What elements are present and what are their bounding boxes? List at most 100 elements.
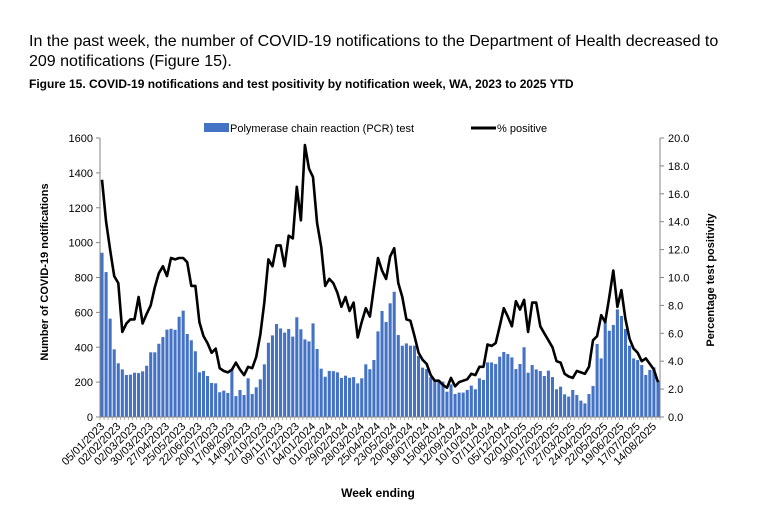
bar <box>628 345 632 417</box>
y-tick-label: 800 <box>75 273 93 285</box>
bar <box>157 343 161 417</box>
bar <box>522 347 526 417</box>
bar <box>177 316 181 417</box>
bar <box>153 352 157 417</box>
bar <box>189 340 193 417</box>
y-tick-label: 1600 <box>69 133 93 145</box>
bar <box>197 372 201 417</box>
y2-tick-label: 10.0 <box>668 273 689 285</box>
y-tick-label: 400 <box>75 342 93 354</box>
bar <box>421 367 425 417</box>
bar <box>254 387 258 417</box>
bar <box>437 380 441 417</box>
bar <box>137 373 141 417</box>
bar <box>279 328 283 417</box>
y2-tick-label: 8.0 <box>668 300 683 312</box>
bar <box>364 364 368 417</box>
y2-tick-label: 6.0 <box>668 328 683 340</box>
bar <box>591 385 595 417</box>
bar <box>481 380 486 417</box>
bar <box>210 382 214 417</box>
bar <box>205 376 210 417</box>
bar <box>567 396 571 417</box>
bar <box>469 385 473 417</box>
bar <box>656 380 660 417</box>
y-tick-label: 200 <box>75 377 93 389</box>
y2-tick-label: 18.0 <box>668 161 689 173</box>
line-series <box>100 143 660 390</box>
bar <box>554 389 559 417</box>
bar <box>640 365 644 417</box>
bar <box>461 392 465 417</box>
bar <box>331 371 335 417</box>
y-tick-label: 0 <box>87 412 93 424</box>
bar <box>218 392 222 417</box>
bar <box>534 369 538 417</box>
bar <box>388 303 392 417</box>
bar <box>623 328 628 417</box>
bar <box>242 395 246 417</box>
bar <box>323 376 327 417</box>
bar <box>498 356 502 417</box>
bar <box>291 336 295 417</box>
legend: Polymerase chain reaction (PCR) test % p… <box>204 123 547 135</box>
x-axis-title: Week ending <box>341 486 415 500</box>
bar <box>607 330 611 417</box>
bar <box>274 324 279 417</box>
bar <box>429 377 433 417</box>
bar <box>104 272 108 417</box>
bar <box>234 396 238 417</box>
bar <box>453 393 457 417</box>
bar <box>396 335 400 417</box>
bar <box>348 377 352 417</box>
bar <box>392 291 396 417</box>
bar <box>360 378 364 417</box>
bar <box>404 343 408 417</box>
bar <box>283 332 287 417</box>
bar <box>510 357 514 417</box>
bar <box>149 352 153 417</box>
bar <box>238 389 242 417</box>
bar <box>173 329 177 417</box>
bar <box>165 329 169 417</box>
figure-title: Figure 15. COVID-19 notifications and te… <box>29 77 574 91</box>
legend-swatch-pcr <box>204 123 229 132</box>
bar <box>372 359 376 417</box>
bar <box>193 351 197 417</box>
bar <box>141 371 145 417</box>
bar <box>433 380 437 417</box>
bar <box>295 317 299 417</box>
bar <box>644 374 648 417</box>
bar <box>571 389 575 417</box>
bar <box>652 367 656 417</box>
bar <box>648 369 652 417</box>
bar <box>201 370 206 417</box>
y-tick-label: 1000 <box>69 238 93 250</box>
y2-tick-label: 4.0 <box>668 356 683 368</box>
percent-positive-line <box>100 143 660 390</box>
bar <box>417 355 421 417</box>
bar <box>262 364 266 417</box>
bar <box>542 376 546 417</box>
bar <box>490 362 494 417</box>
bar <box>583 403 587 417</box>
bar <box>538 370 542 417</box>
bar <box>441 381 445 417</box>
bar <box>380 310 384 417</box>
bar <box>632 358 636 417</box>
y-axis-title: Number of COVID-19 notifications <box>39 183 51 360</box>
bar <box>266 342 270 417</box>
bar <box>124 374 128 417</box>
bar <box>465 389 469 417</box>
legend-label-positive: % positive <box>497 123 547 135</box>
y2-axis-title: Percentage test positivity <box>705 212 717 346</box>
bar <box>502 351 506 417</box>
bar <box>214 383 218 417</box>
bar <box>636 359 640 417</box>
bar <box>128 374 132 417</box>
bar <box>530 365 534 417</box>
bar <box>169 328 173 417</box>
y2-tick-label: 16.0 <box>668 189 689 201</box>
bar <box>356 383 360 417</box>
